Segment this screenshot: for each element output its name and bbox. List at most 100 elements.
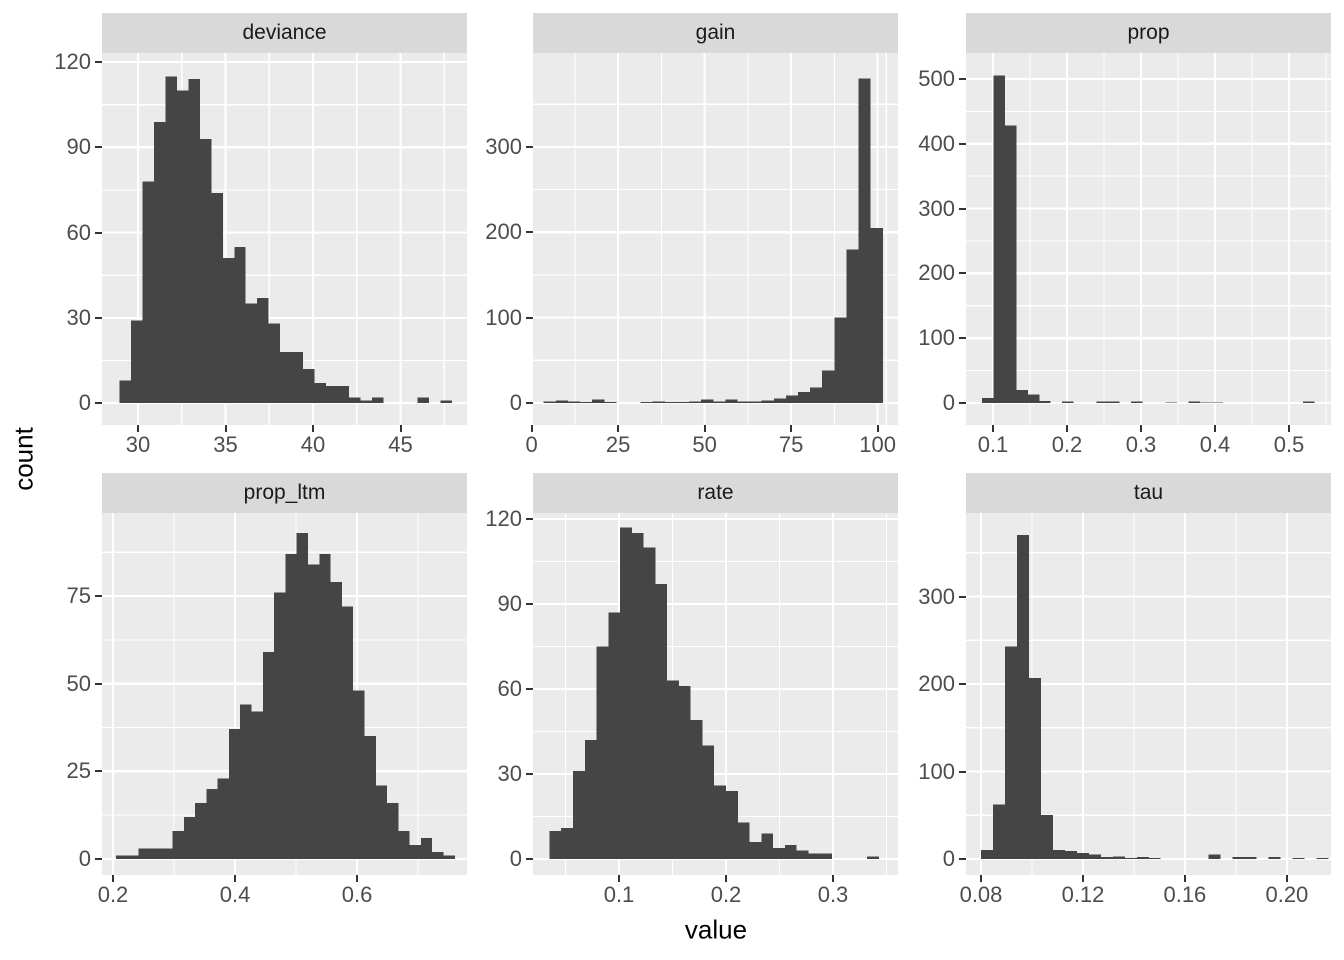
- histogram-bar: [810, 387, 823, 403]
- histogram-bar: [664, 402, 677, 403]
- histogram-bar: [1062, 401, 1074, 403]
- histogram-bar: [371, 397, 384, 404]
- facet-strip-label: prop_ltm: [243, 481, 326, 504]
- histogram-bar: [314, 383, 326, 404]
- histogram-bar: [737, 401, 750, 403]
- histogram-bar: [245, 303, 258, 404]
- x-tick-label: 0.12: [1061, 882, 1105, 907]
- histogram-bar: [1316, 858, 1329, 859]
- histogram-bar: [1039, 401, 1051, 403]
- histogram-bar: [689, 401, 702, 403]
- x-axis-tick: [1214, 425, 1216, 432]
- x-tick-label: 0.08: [959, 882, 1003, 907]
- x-tick-label: 35: [213, 432, 238, 457]
- histogram-bar: [1165, 402, 1177, 403]
- histogram-bar: [555, 400, 568, 403]
- histogram-bar: [330, 582, 342, 859]
- facet-tau: tau 0.08 0.12 0.16 0.20 0 100 200 300: [918, 473, 1331, 907]
- histogram-bar: [199, 138, 212, 404]
- histogram-bar: [620, 527, 632, 860]
- y-tick-label: 25: [66, 758, 91, 784]
- facet-panel: [966, 513, 1331, 875]
- facet-panel: [533, 53, 898, 425]
- x-axis-tick: [618, 875, 620, 882]
- y-tick-label: 30: [497, 761, 522, 787]
- facet-rate: rate 0.1 0.2 0.3 0 30 60 90 120: [485, 473, 898, 907]
- y-tick-label: 90: [66, 134, 91, 160]
- histogram-bar: [285, 554, 297, 859]
- y-axis-tick: [959, 337, 966, 340]
- histogram-bar: [116, 855, 128, 859]
- histogram-bar: [993, 804, 1005, 859]
- histogram-bar: [375, 785, 388, 859]
- histogram-bar: [409, 844, 421, 859]
- y-tick-label: 300: [918, 583, 955, 609]
- x-axis-tick: [530, 425, 533, 432]
- histogram-bar: [643, 547, 656, 860]
- histogram-bar: [761, 400, 774, 403]
- histogram-bar: [268, 323, 281, 404]
- histogram-bar: [846, 249, 859, 403]
- histogram-bar: [337, 386, 349, 404]
- x-axis-tick: [112, 875, 114, 882]
- y-tick-label: 60: [497, 676, 522, 701]
- x-axis-tick: [832, 875, 834, 882]
- histogram-bar: [280, 351, 292, 404]
- facet-strip: tau: [966, 473, 1331, 513]
- histogram-bar: [737, 822, 750, 860]
- histogram-bar: [325, 386, 338, 404]
- x-tick-label: 0.4: [1199, 432, 1231, 457]
- histogram-bar: [631, 533, 644, 860]
- histogram-bar: [773, 398, 786, 403]
- y-axis-tick: [526, 402, 533, 404]
- histogram-bar: [858, 78, 871, 403]
- histogram-bar: [1131, 401, 1143, 403]
- y-tick-label: 400: [918, 130, 955, 156]
- histogram-bar: [773, 847, 785, 860]
- histogram-bar: [1199, 402, 1212, 403]
- histogram-bar: [798, 391, 811, 403]
- facet-prop: prop 0.1 0.2 0.3 0.4 0.5 0 100 200 300 400 500: [918, 13, 1331, 457]
- histogram-bar: [725, 399, 738, 403]
- histogram-bar: [443, 855, 455, 859]
- facet-strip-label: gain: [695, 21, 736, 44]
- histogram-bar: [127, 855, 139, 859]
- y-tick-label: 0: [78, 390, 91, 416]
- x-axis-tick: [876, 425, 879, 432]
- histogram-bar: [217, 778, 229, 859]
- y-tick-label: 0: [942, 846, 955, 871]
- facet-panel: [966, 53, 1331, 425]
- histogram-bar: [353, 690, 365, 859]
- x-tick-label: 0.1: [603, 882, 635, 907]
- x-tick-label: 30: [125, 432, 151, 457]
- histogram-bar: [1232, 857, 1245, 859]
- histogram-bar: [1040, 815, 1053, 859]
- histogram-bar: [808, 853, 821, 860]
- x-tick-label: 0.16: [1163, 882, 1207, 907]
- y-axis-tick: [95, 682, 102, 685]
- histogram-bar: [761, 833, 774, 860]
- y-tick-label: 100: [918, 325, 955, 351]
- histogram-bar: [561, 827, 574, 860]
- histogram-bar: [993, 75, 1005, 403]
- histogram-bar: [432, 851, 444, 859]
- histogram-bar: [749, 842, 762, 860]
- histogram-bar: [1188, 401, 1200, 403]
- x-axis-title: value: [684, 914, 748, 945]
- histogram-bar: [364, 736, 376, 859]
- histogram-bar: [678, 686, 691, 860]
- histogram-bar: [596, 646, 609, 860]
- histogram-bar: [1096, 401, 1109, 403]
- y-axis-tick: [526, 316, 533, 319]
- y-axis-tick: [959, 142, 966, 145]
- histogram-bar: [1148, 858, 1161, 859]
- histogram-bar: [303, 369, 315, 404]
- x-tick-label: 0.2: [97, 882, 129, 907]
- histogram-bar: [785, 395, 799, 403]
- histogram-bar: [1076, 852, 1089, 859]
- histogram-bar: [981, 397, 994, 403]
- facet-strip-label: prop: [1127, 21, 1170, 44]
- y-tick-label: 200: [918, 260, 955, 286]
- x-axis-tick: [1066, 425, 1068, 432]
- histogram-bar: [714, 785, 726, 860]
